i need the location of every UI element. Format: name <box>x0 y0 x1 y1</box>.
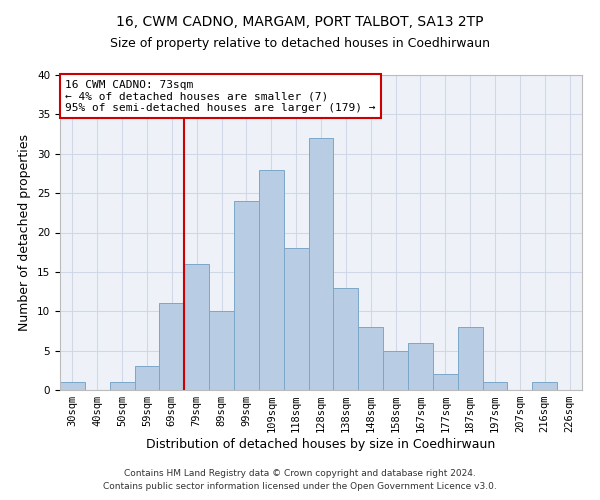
Bar <box>408 343 433 390</box>
Bar <box>60 382 85 390</box>
Bar <box>284 248 308 390</box>
Text: 16, CWM CADNO, MARGAM, PORT TALBOT, SA13 2TP: 16, CWM CADNO, MARGAM, PORT TALBOT, SA13… <box>116 15 484 29</box>
Bar <box>184 264 209 390</box>
Bar <box>334 288 358 390</box>
Text: 16 CWM CADNO: 73sqm
← 4% of detached houses are smaller (7)
95% of semi-detached: 16 CWM CADNO: 73sqm ← 4% of detached hou… <box>65 80 376 113</box>
Bar <box>458 327 482 390</box>
Bar <box>110 382 134 390</box>
Y-axis label: Number of detached properties: Number of detached properties <box>19 134 31 331</box>
Bar <box>358 327 383 390</box>
Bar <box>259 170 284 390</box>
Bar <box>308 138 334 390</box>
Bar <box>234 201 259 390</box>
Bar <box>209 311 234 390</box>
X-axis label: Distribution of detached houses by size in Coedhirwaun: Distribution of detached houses by size … <box>146 438 496 451</box>
Bar <box>134 366 160 390</box>
Text: Contains public sector information licensed under the Open Government Licence v3: Contains public sector information licen… <box>103 482 497 491</box>
Text: Size of property relative to detached houses in Coedhirwaun: Size of property relative to detached ho… <box>110 38 490 51</box>
Bar <box>482 382 508 390</box>
Text: Contains HM Land Registry data © Crown copyright and database right 2024.: Contains HM Land Registry data © Crown c… <box>124 468 476 477</box>
Bar <box>160 304 184 390</box>
Bar <box>383 350 408 390</box>
Bar <box>433 374 458 390</box>
Bar <box>532 382 557 390</box>
